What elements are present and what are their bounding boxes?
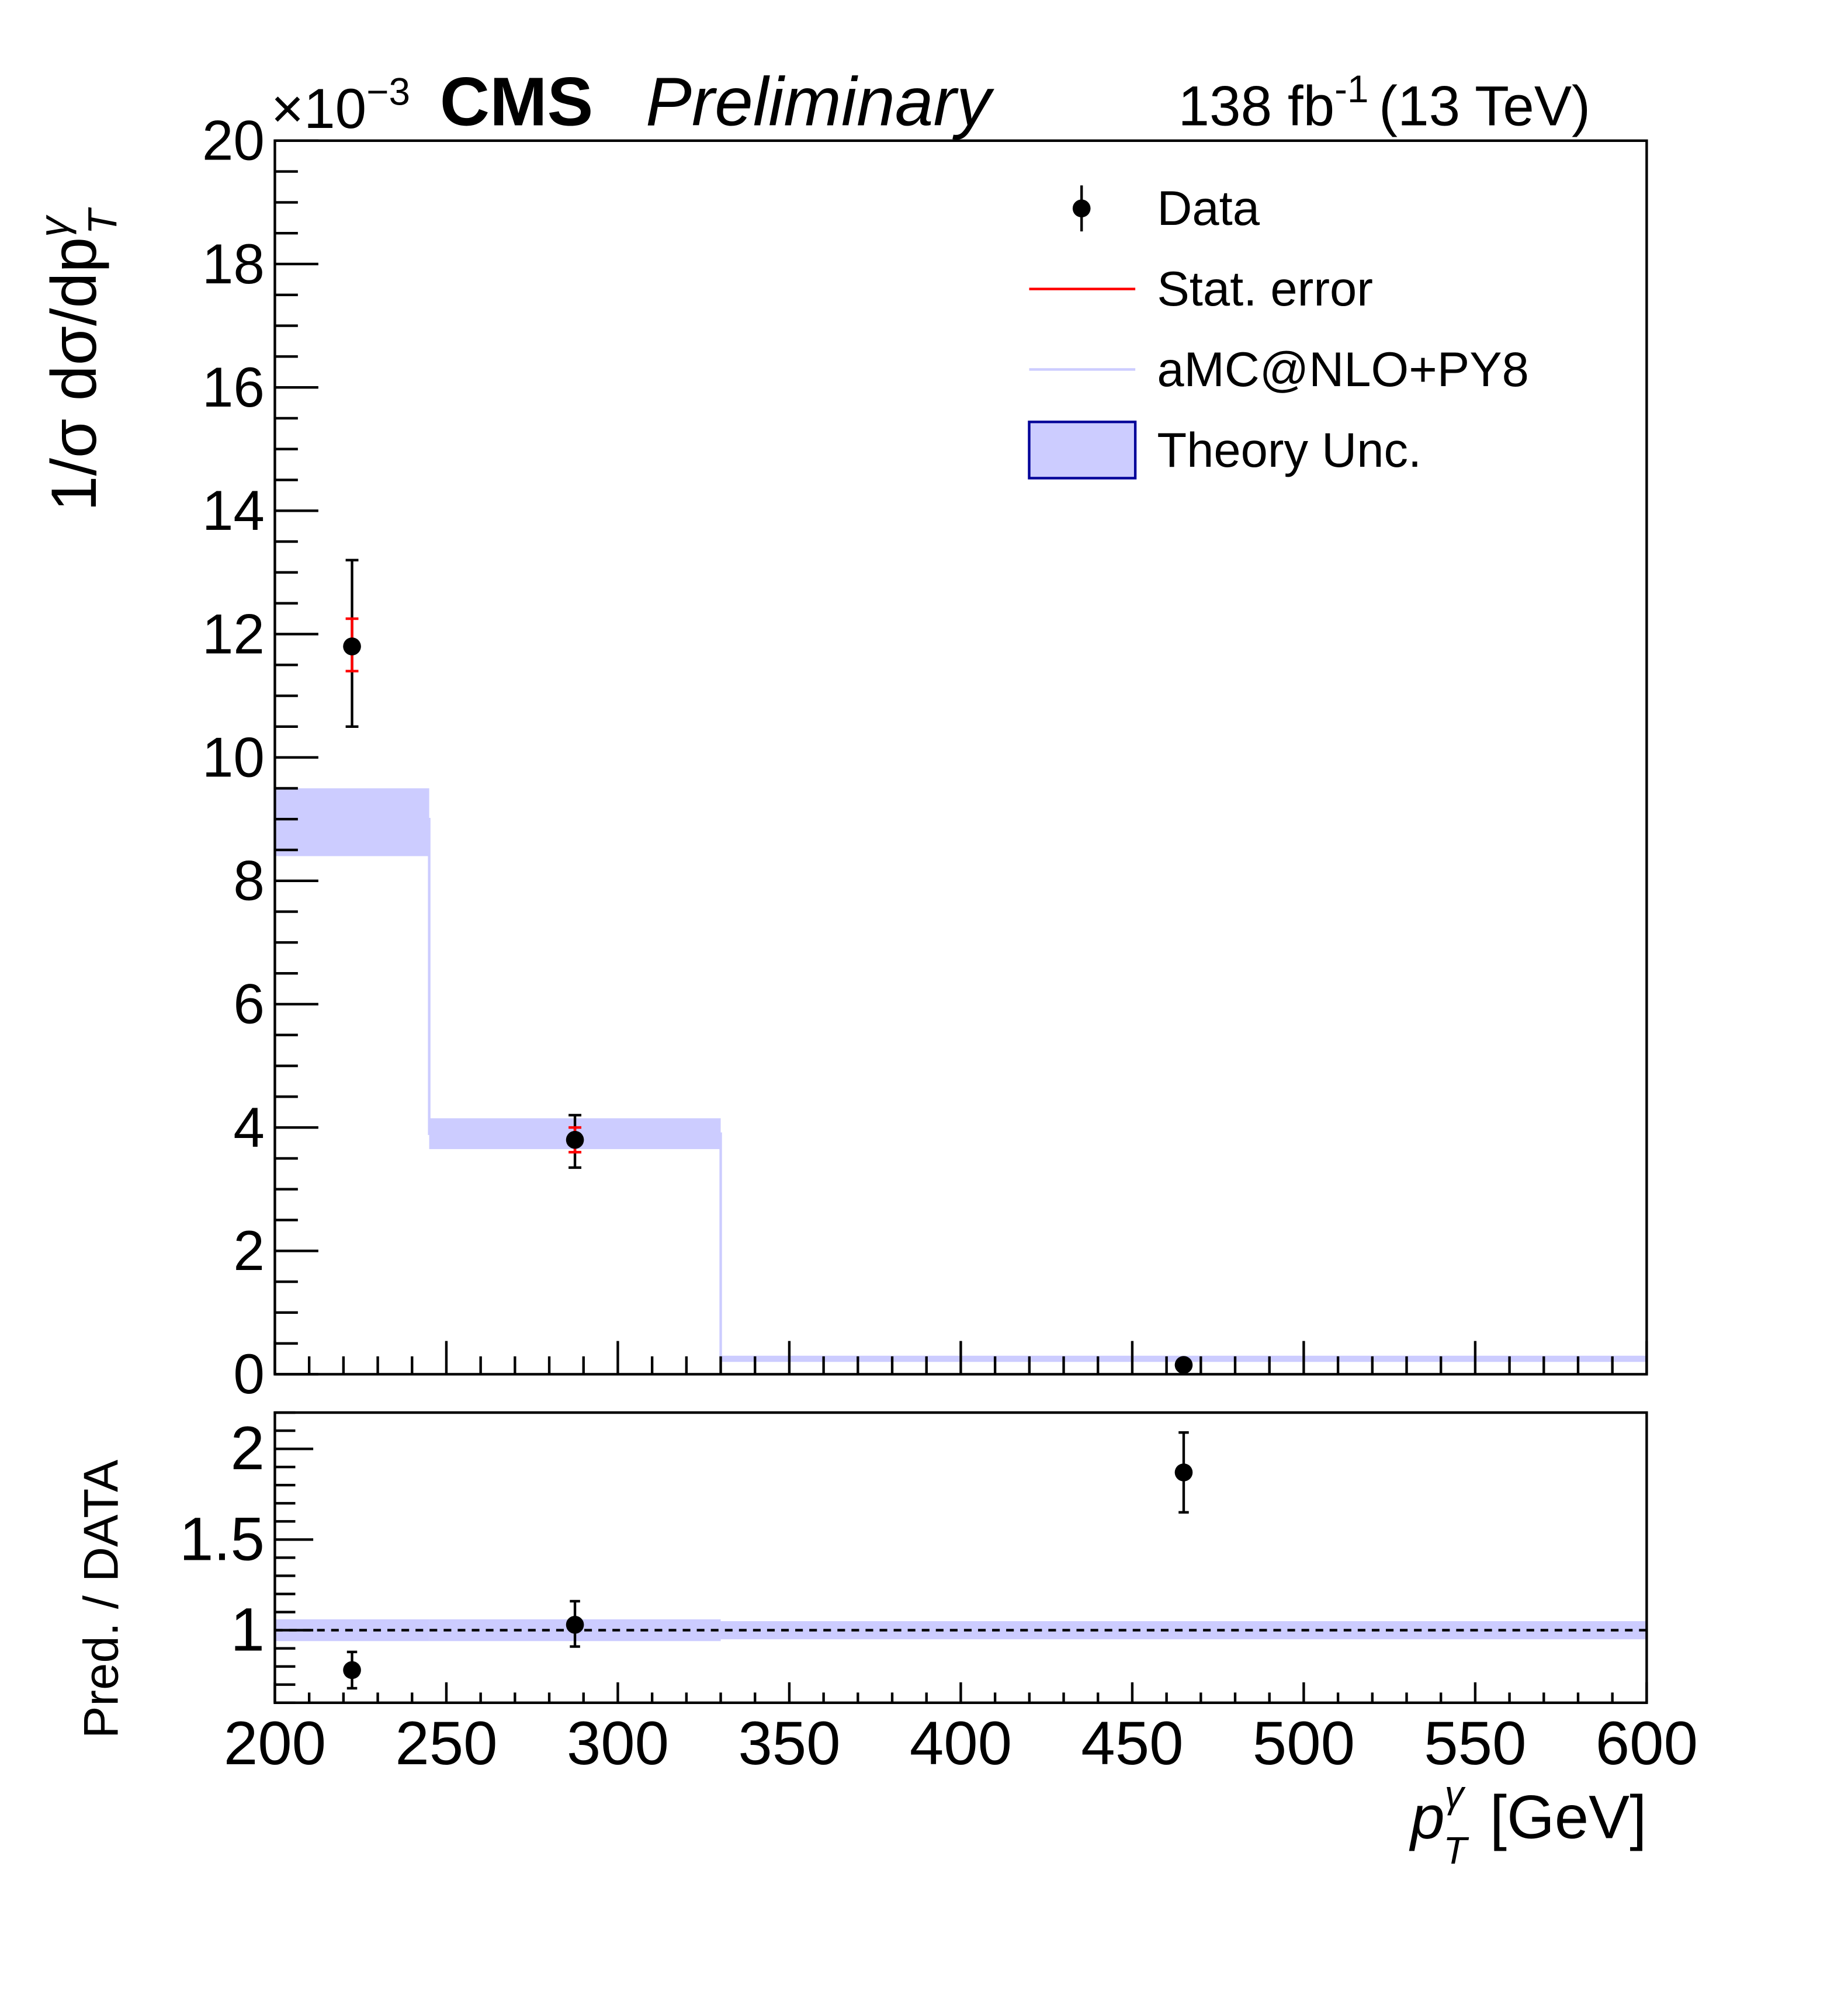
- theory-band: [275, 788, 429, 856]
- svg-text:pγT[GeV]: pγ T [GeV]: [1409, 1773, 1646, 1872]
- y-tick-label: 8: [233, 850, 265, 912]
- y-axis-title-text: 1/σ dσ/dp: [39, 237, 110, 512]
- ratio-point: [566, 1615, 584, 1634]
- header: ×10−3 CMS Preliminary 138 fb-1 (13 TeV): [271, 64, 1590, 141]
- ratio-frame: [273, 1411, 1648, 1704]
- legend-label-data: Data: [1157, 181, 1260, 235]
- x-tick-label: 400: [910, 1709, 1012, 1778]
- y-tick-label: 10: [202, 726, 265, 789]
- y-tick-label: 0: [233, 1343, 265, 1406]
- x-tick-label: 550: [1424, 1709, 1526, 1778]
- ratio-y-tick-label: 1: [231, 1596, 265, 1664]
- legend-label-theory: Theory Unc.: [1157, 423, 1422, 477]
- data-point: [566, 1130, 584, 1149]
- x-tick-label: 300: [567, 1709, 669, 1778]
- x-axis-title: pγ T [GeV]: [1409, 1773, 1646, 1872]
- ratio-point: [343, 1661, 361, 1680]
- main-frame: [273, 139, 1648, 1376]
- x-tick-label: 450: [1081, 1709, 1183, 1778]
- legend-label-mc: aMC@NLO+PY8: [1157, 342, 1529, 397]
- ratio-y-axis-title: Pred. / DATA: [74, 1459, 128, 1739]
- y-tick-label: 4: [233, 1097, 265, 1159]
- legend: Data Stat. error aMC@NLO+PY8 Theory Unc.: [1028, 181, 1529, 480]
- legend-theory-box: [1028, 421, 1137, 480]
- preliminary-label: Preliminary: [646, 64, 995, 141]
- x-tick-label: 350: [738, 1709, 840, 1778]
- legend-data-marker: [1072, 199, 1091, 218]
- y-axis-title: 1/σ dσ/dpγ T: [31, 207, 125, 511]
- y-tick-label: 16: [202, 356, 265, 419]
- x-tick-label: 200: [224, 1709, 326, 1778]
- data-point: [343, 637, 361, 655]
- lumi-label: 138 fb-1 (13 TeV): [1178, 68, 1591, 137]
- data-point: [1174, 1356, 1193, 1374]
- x-tick-label: 600: [1596, 1709, 1698, 1778]
- ratio-y-tick-label: 1.5: [179, 1505, 265, 1573]
- x-tick-label: 500: [1253, 1709, 1355, 1778]
- exponent-label: ×10−3: [271, 71, 410, 140]
- mc-histogram: [275, 818, 1647, 1361]
- ratio-point: [1174, 1463, 1193, 1481]
- y-tick-label: 6: [233, 973, 265, 1036]
- ratio-theory-band: [720, 1621, 1647, 1640]
- legend-label-stat: Stat. error: [1157, 262, 1373, 316]
- y-tick-label: 2: [233, 1220, 265, 1282]
- ratio-y-tick-label: 2: [231, 1414, 265, 1483]
- cms-label: CMS: [440, 64, 594, 141]
- y-tick-label: 14: [202, 480, 265, 542]
- y-tick-label: 12: [202, 603, 265, 665]
- x-tick-label: 250: [395, 1709, 497, 1778]
- y-tick-label: 18: [202, 233, 265, 296]
- y-tick-label: 20: [202, 110, 265, 172]
